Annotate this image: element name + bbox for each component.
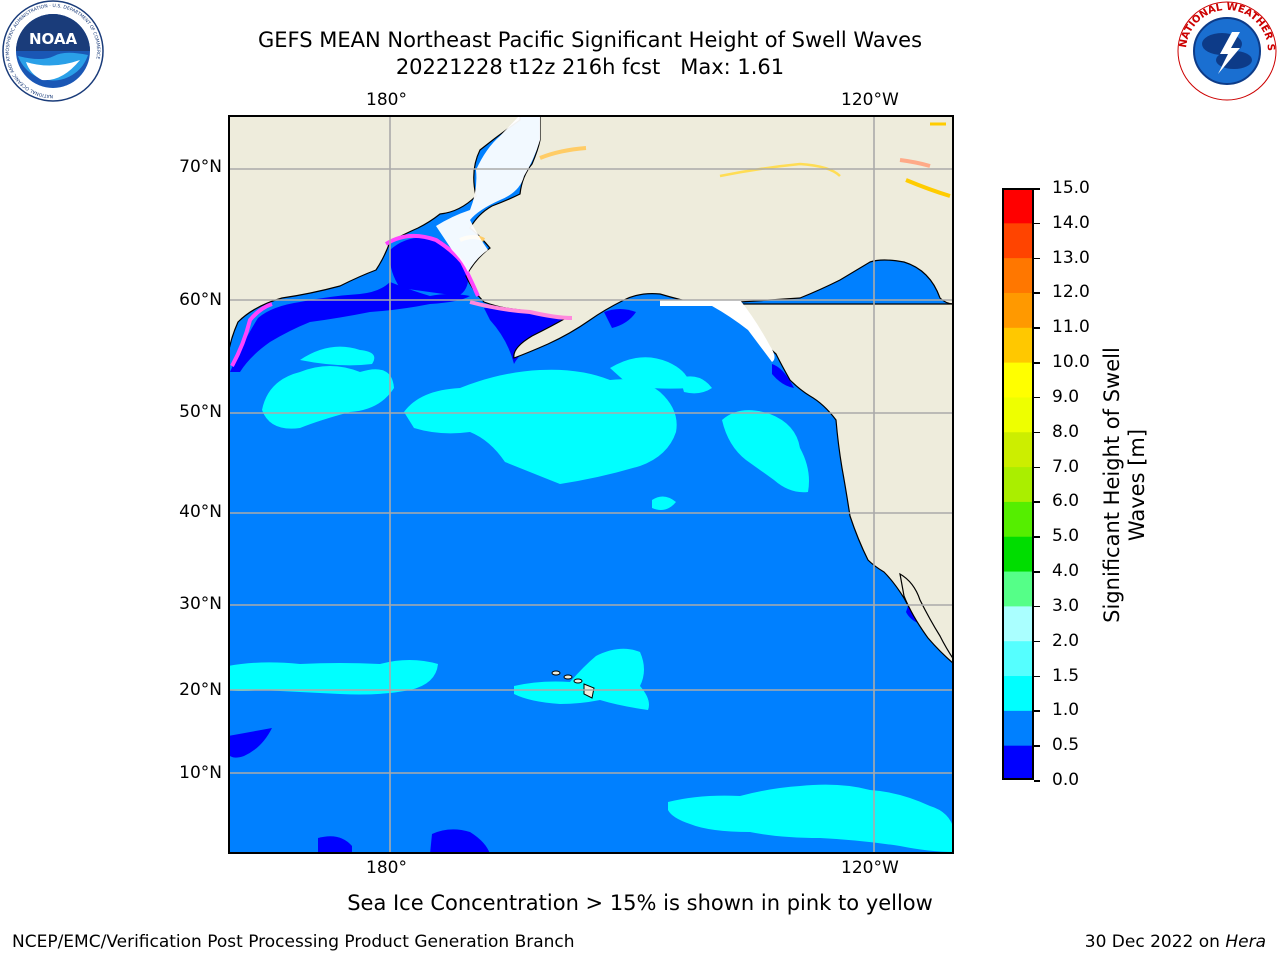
colorbar-border: [1002, 188, 1034, 780]
noaa-logo-text: NOAA: [29, 30, 78, 48]
colorbar-tick: [1034, 745, 1040, 747]
footer-date: 30 Dec 2022 on Hera: [1085, 932, 1266, 952]
colorbar-tick-label: 12.0: [1052, 282, 1090, 303]
hawaii-islands: [551, 670, 595, 699]
colorbar-tick: [1034, 396, 1040, 399]
colorbar-segment: [1002, 292, 1034, 328]
colorbar-tick: [1034, 675, 1040, 678]
colorbar-segment: [1002, 396, 1034, 433]
no-data-white: [436, 115, 775, 362]
lon-tick-bottom-120w: 120°W: [841, 858, 899, 878]
colorbar-tick: [1034, 292, 1040, 294]
colorbar-tick-label: 14.0: [1052, 212, 1090, 233]
lat-tick-30n: 30°N: [179, 594, 222, 614]
colorbar-tick: [1034, 640, 1040, 643]
swell-1-1.5m-patches: [228, 346, 954, 852]
colorbar-tick-label: 1.5: [1052, 665, 1080, 686]
colorbar-title-line2: Waves [m]: [1125, 428, 1149, 542]
footer-machine: Hera: [1225, 932, 1266, 952]
lat-tick-50n: 50°N: [179, 402, 222, 422]
colorbar-tick-label: 13.0: [1052, 247, 1090, 268]
colorbar-tick: [1034, 362, 1040, 364]
colorbar-segment: [1002, 710, 1034, 746]
colorbar: [1002, 188, 1034, 780]
colorbar-segment: [1002, 431, 1034, 468]
land-masses: [228, 115, 954, 665]
footer-date-text: 30 Dec 2022 on: [1084, 932, 1226, 952]
colorbar-tick: [1034, 605, 1040, 608]
colorbar-segment: [1002, 188, 1034, 224]
colorbar-tick: [1034, 571, 1040, 573]
sea-ice-note-text: Sea Ice Concentration > 15% is shown in …: [347, 891, 933, 915]
map-panel: [228, 115, 954, 854]
colorbar-tick-label: 0.5: [1052, 735, 1080, 756]
swell-0-0.5m-patches: [228, 237, 920, 854]
lon-tick-top-120w: 120°W: [841, 90, 899, 110]
colorbar-segment: [1002, 257, 1034, 293]
nws-logo: NATIONAL WEATHER SERVICE: [1176, 0, 1277, 101]
colorbar-tick-label: 0.0: [1052, 770, 1080, 790]
colorbar-tick: [1034, 188, 1040, 190]
colorbar-tick-label: 6.0: [1052, 491, 1080, 512]
colorbar-tick: [1034, 536, 1040, 538]
colorbar-tick-label: 7.0: [1052, 456, 1080, 477]
lon-tick-bottom-180: 180°: [366, 858, 407, 878]
lat-tick-60n: 60°N: [179, 290, 222, 310]
footer-credit: NCEP/EMC/Verification Post Processing Pr…: [12, 932, 575, 952]
land-alaska-canada: [465, 115, 954, 359]
colorbar-segment: [1002, 571, 1034, 607]
colorbar-tick: [1034, 257, 1040, 260]
map-border: [228, 115, 954, 854]
colorbar-tick: [1034, 710, 1040, 712]
colorbar-segment: [1002, 222, 1034, 259]
colorbar-segment: [1002, 675, 1034, 711]
colorbar-tick-label: 9.0: [1052, 386, 1080, 407]
colorbar-segment: [1002, 605, 1034, 642]
colorbar-tick-label: 5.0: [1052, 526, 1080, 547]
colorbar-tick: [1034, 431, 1040, 434]
chart-title: GEFS MEAN Northeast Pacific Significant …: [257, 28, 923, 52]
colorbar-tick: [1034, 501, 1040, 503]
lon-tick-top-180: 180°: [366, 90, 407, 110]
colorbar-tick: [1034, 780, 1040, 782]
colorbar-tick: [1034, 466, 1040, 469]
colorbar-tick-label: 8.0: [1052, 421, 1080, 442]
land-baja: [899, 572, 954, 665]
colorbar-tick-label: 15.0: [1052, 178, 1090, 198]
colorbar-tick-label: 3.0: [1052, 595, 1080, 616]
colorbar-title: Significant Height of Swell Waves [m]: [1100, 325, 1160, 645]
lat-tick-10n: 10°N: [179, 763, 222, 783]
colorbar-segment: [1002, 536, 1034, 572]
noaa-logo: NOAA NATIONAL OCEANIC AND ATMOSPHERIC AD…: [2, 0, 104, 102]
sea-ice-note: Sea Ice Concentration > 15% is shown in …: [0, 890, 1280, 916]
colorbar-segment: [1002, 501, 1034, 537]
lat-tick-70n: 70°N: [179, 157, 222, 177]
colorbar-tick-label: 4.0: [1052, 561, 1080, 582]
colorbar-tick-label: 2.0: [1052, 630, 1080, 651]
lat-tick-20n: 20°N: [179, 680, 222, 700]
graticule: [228, 115, 954, 854]
colorbar-tick: [1034, 327, 1040, 329]
colorbar-tick: [1034, 222, 1040, 225]
colorbar-tick-label: 11.0: [1052, 317, 1090, 338]
chart-subtitle: 20221228 t12z 216h fcst Max: 1.61: [395, 55, 785, 79]
colorbar-segment: [1002, 745, 1034, 780]
colorbar-segment: [1002, 466, 1034, 502]
colorbar-tick-label: 1.0: [1052, 700, 1080, 721]
colorbar-tick-label: 10.0: [1052, 352, 1090, 373]
colorbar-title-line1: Significant Height of Swell: [1100, 347, 1124, 623]
colorbar-segment: [1002, 362, 1034, 398]
lat-tick-40n: 40°N: [179, 502, 222, 522]
colorbar-segment: [1002, 640, 1034, 677]
colorbar-segment: [1002, 327, 1034, 363]
